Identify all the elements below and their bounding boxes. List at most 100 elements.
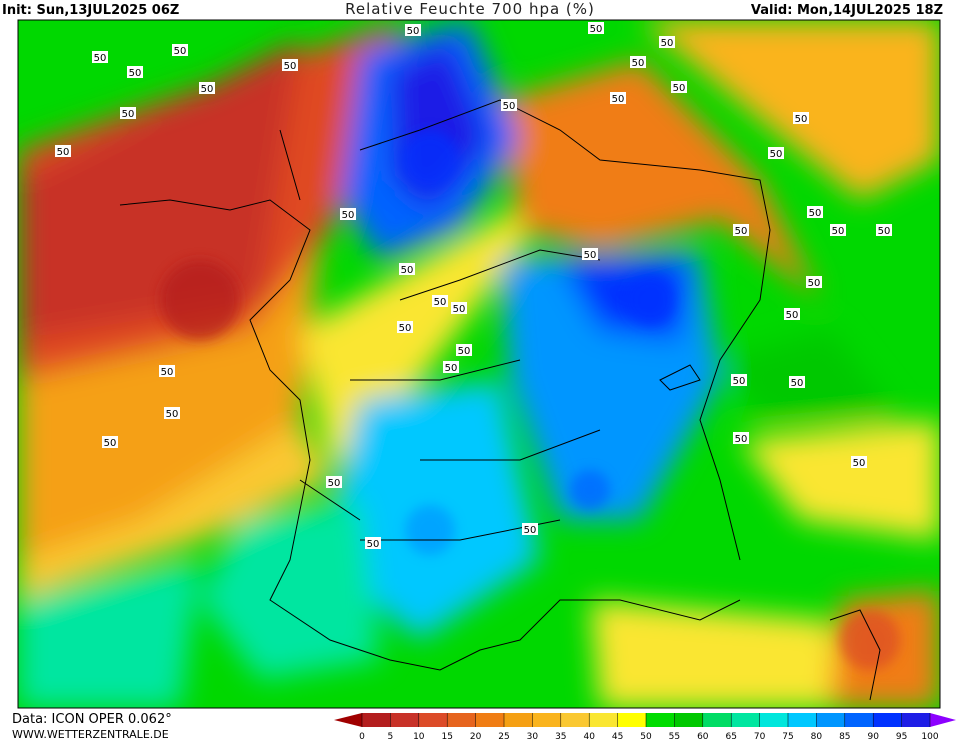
contour-label-box [630, 56, 646, 68]
colorbar-tick-label: 10 [413, 732, 425, 741]
colorbar-tick-label: 25 [498, 732, 509, 741]
contour-label: 50 [129, 68, 142, 79]
contour-label: 50 [284, 61, 297, 72]
contour-label-box [405, 24, 421, 36]
contour-label-box [456, 344, 472, 356]
contour-label-box [588, 22, 604, 34]
contour-label-box [501, 99, 517, 111]
colorbar-segment [788, 713, 817, 727]
contour-label-box [784, 308, 800, 320]
contour-label-box [522, 523, 538, 535]
site-url: WWW.WETTERZENTRALE.DE [12, 728, 169, 741]
contour-label: 50 [434, 297, 447, 308]
contour-label-box [172, 44, 188, 56]
contour-label-box [610, 92, 626, 104]
contour-label-box [789, 376, 805, 388]
colorbar-segment [674, 713, 703, 727]
contour-label-box [768, 147, 784, 159]
contour-label: 50 [809, 208, 822, 219]
colorbar-segment [901, 713, 930, 727]
contour-label-box [443, 361, 459, 373]
contour-label-box [92, 51, 108, 63]
contour-label: 50 [94, 53, 107, 64]
contour-label: 50 [445, 363, 458, 374]
contour-label-box [127, 66, 143, 78]
colorbar-segment [844, 713, 874, 727]
colorbar-segment [731, 713, 760, 727]
contour-label: 50 [808, 278, 821, 289]
colorbar-tick-label: 40 [583, 732, 595, 741]
colorbar-tick-label: 75 [782, 732, 793, 741]
contour-label: 50 [328, 478, 341, 489]
contour-label: 50 [612, 94, 625, 105]
colorbar-segment [475, 713, 504, 727]
contour-label: 50 [407, 26, 420, 37]
contour-label-box [164, 407, 180, 419]
contour-label: 50 [399, 323, 412, 334]
colorbar-tick-label: 35 [555, 732, 566, 741]
contour-label: 50 [661, 38, 674, 49]
map-title: Relative Feuchte 700 hpa (%) [345, 0, 595, 18]
contour-label: 50 [733, 376, 746, 387]
contour-label: 50 [878, 226, 891, 237]
colorbar-tick-label: 85 [839, 732, 850, 741]
contour-label: 50 [673, 83, 686, 94]
colorbar-segment [390, 713, 419, 727]
contour-label: 50 [122, 109, 135, 120]
contour-label: 50 [832, 226, 845, 237]
colorbar-tick-label: 30 [527, 732, 539, 741]
contour-label-box [326, 476, 342, 488]
contour-label: 50 [458, 346, 471, 357]
contour-label-box [659, 36, 675, 48]
contour-label: 50 [632, 58, 645, 69]
contour-label: 50 [174, 46, 187, 57]
colorbar-tick-label: 20 [470, 732, 482, 741]
contour-label-box [451, 302, 467, 314]
contour-label-box [733, 432, 749, 444]
contour-label: 50 [401, 265, 414, 276]
contour-label: 50 [786, 310, 799, 321]
humidity-field [18, 20, 940, 708]
contour-label: 50 [104, 438, 117, 449]
init-time: Init: Sun,13JUL2025 06Z [2, 3, 179, 18]
contour-label: 50 [590, 24, 603, 35]
contour-label-box [159, 365, 175, 377]
contour-label-box [399, 263, 415, 275]
contour-label: 50 [166, 409, 179, 420]
contour-label: 50 [367, 539, 380, 550]
contour-label: 50 [791, 378, 804, 389]
colorbar-tick-label: 15 [441, 732, 452, 741]
colorbar-segment [362, 713, 391, 727]
contour-label-box [807, 206, 823, 218]
colorbar-tick-label: 55 [669, 732, 680, 741]
colorbar-segment [617, 713, 646, 727]
contour-label-box [282, 59, 298, 71]
colorbar-tick-label: 80 [811, 732, 823, 741]
colorbar-tick-label: 65 [725, 732, 736, 741]
colorbar-tick-label: 60 [697, 732, 709, 741]
borders [119, 99, 881, 701]
colorbar-under [334, 713, 362, 727]
contour-label: 50 [453, 304, 466, 315]
colorbar-segment [702, 713, 732, 727]
contour-label: 50 [342, 210, 355, 221]
model-info: Data: ICON OPER 0.062° [12, 712, 172, 727]
contour-label: 50 [795, 114, 808, 125]
contour-label-box [432, 295, 448, 307]
contour-label-box [876, 224, 892, 236]
contour-label-box [793, 112, 809, 124]
contour-label: 50 [57, 147, 70, 158]
valid-time: Valid: Mon,14JUL2025 18Z [751, 3, 943, 18]
contour-label: 50 [524, 525, 537, 536]
colorbar-tick-label: 45 [612, 732, 623, 741]
contour-label-box [102, 436, 118, 448]
contour-label-box [397, 321, 413, 333]
contour-label-box [582, 248, 598, 260]
colorbar-segment [646, 713, 675, 727]
contour-label-box [733, 224, 749, 236]
contour-label-box [806, 276, 822, 288]
contour-label-box [365, 537, 381, 549]
contour-label-box [55, 145, 71, 157]
colorbar-segment [816, 713, 845, 727]
